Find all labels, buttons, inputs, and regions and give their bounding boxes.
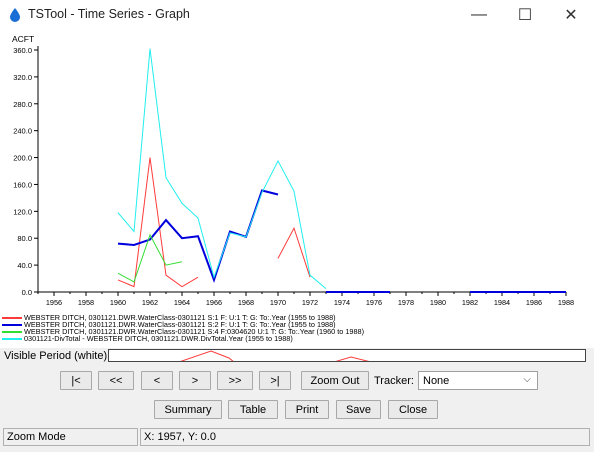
x-tick-label: 1970 [270,298,286,307]
chevron-down-icon: ⌵ [523,374,531,385]
x-tick-label: 1982 [462,298,478,307]
tracker-select[interactable]: None ⌵ [418,371,538,390]
back-button[interactable]: < [141,371,173,390]
coordinate-status: X: 1957, Y: 0.0 [140,428,590,446]
summary-button[interactable]: Summary [154,400,222,419]
series-line-3 [117,233,183,283]
legend-label: WEBSTER DITCH, 0301121.DWR.WaterClass-03… [24,327,365,336]
x-tick-label: 1984 [494,298,510,307]
y-tick-label: 200.0 [13,154,32,163]
title-bar: TSTool - Time Series - Graph — ☐ ✕ [0,0,594,30]
legend-entry: WEBSTER DITCH, 0301121.DWR.WaterClass-03… [2,314,592,321]
y-tick-label: 160.0 [13,180,32,189]
legend-label: 0301121-DivTotal - WEBSTER DITCH, 030112… [24,334,293,343]
graph-area[interactable]: ACFT 0.0 40.0 80.0 120.0 160.0 200.0 240.0 280.0… [0,30,594,348]
minimize-button[interactable]: — [471,6,487,23]
legend-entry: WEBSTER DITCH, 0301121.DWR.WaterClass-03… [2,321,592,328]
x-tick-label: 1988 [558,298,574,307]
y-tick-label: 240.0 [13,127,32,136]
x-tick-label: 1960 [110,298,126,307]
y-tick-label: 80.0 [17,234,32,243]
x-tick-label: 1966 [206,298,222,307]
visible-period-bar[interactable] [108,349,586,362]
series-line-1 [277,226,311,278]
legend-swatch [2,317,22,319]
first-period-button[interactable]: |< [60,371,92,390]
chart-legend: WEBSTER DITCH, 0301121.DWR.WaterClass-03… [2,314,592,342]
tracker-value: None [423,375,450,387]
zoom-out-button[interactable]: Zoom Out [301,371,369,390]
close-window-button[interactable]: ✕ [564,7,578,24]
legend-label: WEBSTER DITCH, 0301121.DWR.WaterClass-03… [24,313,336,322]
visible-period-preview [180,350,370,361]
legend-swatch [2,324,22,326]
legend-entry: WEBSTER DITCH, 0301121.DWR.WaterClass-03… [2,328,592,335]
window-title: TSTool - Time Series - Graph [28,7,190,21]
last-period-button[interactable]: >| [259,371,291,390]
y-tick-label: 40.0 [17,261,32,270]
tracker-label: Tracker: [374,375,414,387]
y-tick-label: 120.0 [13,207,32,216]
legend-swatch [2,338,22,340]
time-series-chart[interactable]: ACFT 0.0 40.0 80.0 120.0 160.0 200.0 240.0 280.0… [0,30,594,314]
y-tick-label: 280.0 [13,100,32,109]
x-tick-label: 1958 [78,298,94,307]
x-tick-label: 1962 [142,298,158,307]
print-button[interactable]: Print [285,400,329,419]
y-tick-label: 0.0 [22,288,32,297]
maximize-button[interactable]: ☐ [517,7,533,24]
x-tick-label: 1976 [366,298,382,307]
series-line-4 [117,48,327,290]
save-button[interactable]: Save [336,400,381,419]
y-tick-label: 320.0 [13,73,32,82]
table-button[interactable]: Table [228,400,278,419]
x-tick-label: 1968 [238,298,254,307]
series-line-2 [117,189,279,283]
legend-label: WEBSTER DITCH, 0301121.DWR.WaterClass-03… [24,320,336,329]
x-tick-label: 1986 [526,298,542,307]
y-tick-label: 360.0 [13,46,32,55]
series-line-1 [117,157,199,288]
legend-swatch [2,331,22,333]
x-tick-label: 1980 [430,298,446,307]
x-tick-label: 1972 [302,298,318,307]
x-tick-label: 1978 [398,298,414,307]
close-button[interactable]: Close [388,400,438,419]
mode-status: Zoom Mode [3,428,138,446]
x-tick-label: 1974 [334,298,350,307]
y-axis-label: ACFT [12,34,34,44]
water-drop-icon [10,8,20,22]
page-forward-button[interactable]: >> [217,371,253,390]
visible-period-label: Visible Period (white): [4,350,111,362]
x-tick-label: 1956 [46,298,62,307]
forward-button[interactable]: > [179,371,211,390]
legend-entry: 0301121-DivTotal - WEBSTER DITCH, 030112… [2,335,592,342]
control-panel: Visible Period (white): |< << < > >> >| … [0,348,594,452]
page-back-button[interactable]: << [98,371,134,390]
x-tick-label: 1964 [174,298,190,307]
